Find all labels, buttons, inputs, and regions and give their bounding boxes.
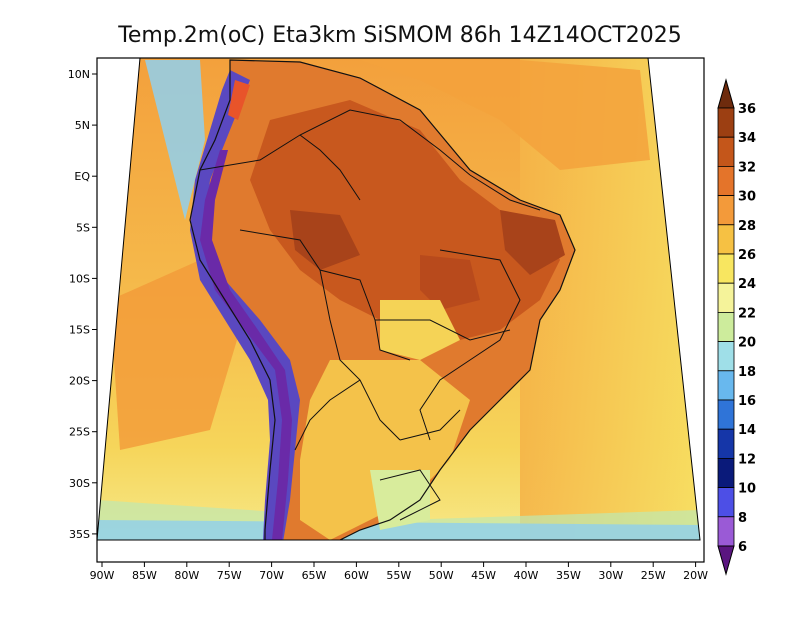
colorbar-label: 28 — [738, 219, 756, 234]
colorbar-label: 6 — [738, 540, 747, 555]
colorbar-segment — [717, 399, 735, 430]
colorbar-segment — [717, 107, 735, 138]
colorbar-label: 8 — [738, 511, 747, 526]
lat-tick-label: EQ — [74, 170, 90, 183]
colorbar-segment — [717, 195, 735, 226]
temperature-field — [97, 58, 700, 540]
lat-tick-label: 10S — [69, 272, 90, 285]
lat-tick-label: 15S — [69, 324, 90, 337]
very-hot-zone-central — [420, 255, 480, 310]
lon-tick-label: 90W — [90, 569, 115, 582]
colorbar-label: 32 — [738, 160, 756, 175]
colorbar-segment — [717, 224, 735, 255]
very-hot-zone-west-amazon — [290, 210, 360, 270]
country-borders — [199, 109, 541, 521]
colorbar-label: 20 — [738, 336, 756, 351]
lon-tick-label: 20W — [683, 569, 708, 582]
atlantic-east-zone — [520, 58, 700, 540]
colorbar-label: 14 — [738, 423, 756, 438]
lat-tick-label: 30S — [69, 477, 90, 490]
southern-cool-land — [370, 470, 430, 530]
colorbar: 36 34 32 30 28 26 24 22 20 18 16 14 12 10 8 6 — [717, 78, 756, 576]
colorbar-segment — [717, 136, 735, 167]
colorbar-label: 24 — [738, 277, 756, 292]
very-hot-zone-northeast — [500, 210, 565, 275]
colorbar-segment — [717, 282, 735, 313]
lat-tick-label: 10N — [68, 68, 90, 81]
colorbar-segment — [717, 487, 735, 518]
andes-coldest-core — [200, 150, 292, 540]
colorbar-label: 18 — [738, 365, 756, 380]
colorbar-segment — [717, 516, 735, 547]
lon-tick-label: 40W — [514, 569, 539, 582]
lon-tick-label: 70W — [259, 569, 284, 582]
pacific-cool-band-north — [145, 60, 205, 220]
lon-tick-label: 75W — [217, 569, 242, 582]
plot-frame — [96, 57, 705, 563]
central-plateau-mild — [380, 300, 460, 360]
lon-tick-label: 50W — [429, 569, 454, 582]
coastline — [189, 59, 576, 540]
colorbar-segment — [717, 253, 735, 284]
colorbar-label: 22 — [738, 306, 756, 321]
lon-tick-label: 35W — [556, 569, 581, 582]
colorbar-label: 10 — [738, 482, 756, 497]
lon-tick-label: 65W — [302, 569, 327, 582]
lat-tick-label: 5N — [75, 119, 90, 132]
colorbar-label: 30 — [738, 190, 756, 205]
colorbar-segment — [717, 311, 735, 342]
colorbar-segment — [717, 457, 735, 488]
colorbar-bottom-arrow — [717, 545, 735, 576]
colorbar-label: 34 — [738, 131, 756, 146]
longitude-axis: 90W 85W 80W 75W 70W 65W 60W 55W 50W 45W 40W 35W 30W 2… — [90, 562, 708, 582]
lon-tick-label: 85W — [132, 569, 157, 582]
atlantic-north-warm — [360, 60, 650, 170]
latitude-axis: 10N 5N EQ 5S 10S 15S 20S 25S 30S 35S — [68, 68, 97, 541]
colorbar-label: 16 — [738, 394, 756, 409]
colorbar-label: 26 — [738, 248, 756, 263]
lon-tick-label: 60W — [344, 569, 369, 582]
lat-tick-label: 5S — [76, 221, 90, 234]
colorbar-segment — [717, 428, 735, 459]
colorbar-segment — [717, 165, 735, 196]
lon-tick-label: 80W — [174, 569, 199, 582]
hot-interior-zone — [250, 100, 560, 340]
colombia-warm-valley — [228, 80, 250, 120]
colorbar-label: 36 — [738, 102, 756, 117]
lon-tick-label: 55W — [386, 569, 411, 582]
colorbar-segment — [717, 370, 735, 401]
colorbar-label: 12 — [738, 452, 756, 467]
lat-tick-label: 25S — [69, 426, 90, 439]
colorbar-segment — [717, 341, 735, 372]
pacific-warm-pool — [110, 260, 240, 450]
colorbar-top-arrow — [717, 78, 735, 109]
map-title: Temp.2m(oC) Eta3km SiSMOM 86h 14Z14OCT20… — [117, 23, 682, 48]
lon-tick-label: 45W — [471, 569, 496, 582]
southern-colder-ocean — [97, 520, 700, 540]
lon-tick-label: 25W — [641, 569, 666, 582]
southern-mild-land — [300, 360, 470, 540]
lon-tick-label: 30W — [598, 569, 623, 582]
lat-tick-label: 35S — [69, 528, 90, 541]
lat-tick-label: 20S — [69, 375, 90, 388]
